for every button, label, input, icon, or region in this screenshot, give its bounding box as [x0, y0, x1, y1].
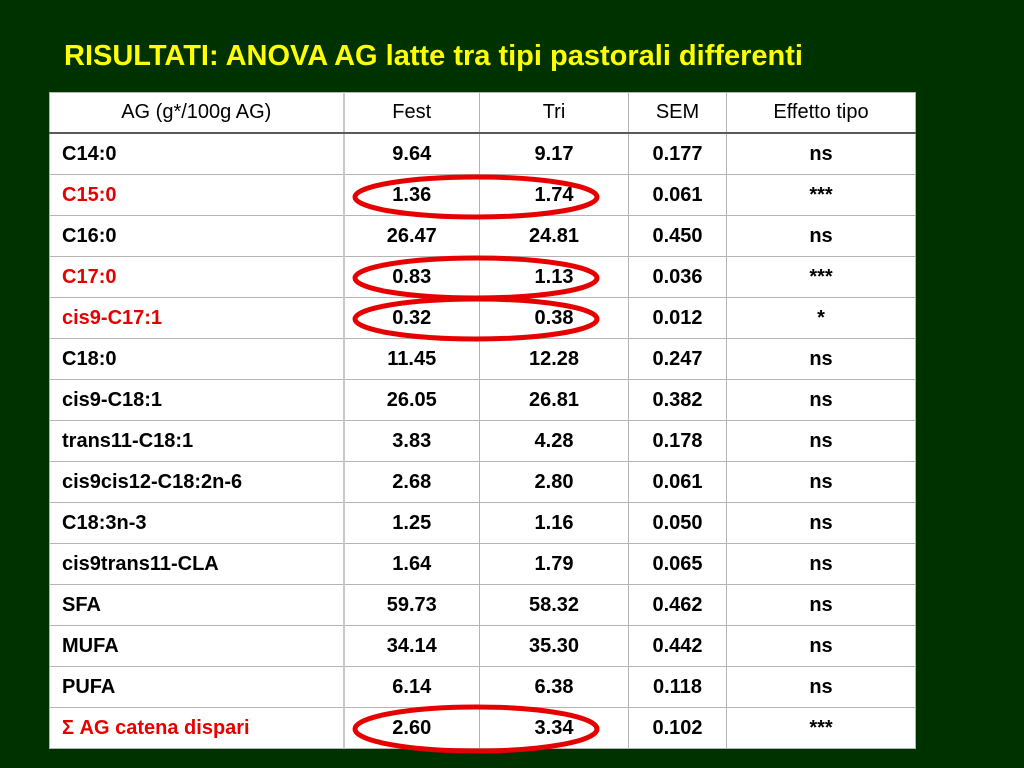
fatty-acid-cell: cis9-C18:1 [49, 379, 345, 421]
fatty-acid-cell: C14:0 [49, 132, 345, 175]
sem-value-cell: 0.061 [628, 461, 727, 503]
fest-value-cell: 1.36 [343, 174, 480, 216]
fest-value-cell: 3.83 [343, 420, 480, 462]
fest-value-cell: 0.32 [343, 297, 480, 339]
tri-value-cell: 1.13 [479, 256, 629, 298]
effect-value-cell: ns [726, 625, 916, 667]
fest-value-cell: 6.14 [343, 666, 480, 708]
fest-value-cell: 9.64 [343, 132, 480, 175]
tri-value-cell: 9.17 [479, 132, 629, 175]
table-body: C14:0 9.64 9.17 0.177 ns C15:0 1.36 1.74 0.061 **… [49, 132, 916, 749]
fatty-acid-cell: C17:0 [49, 256, 345, 298]
effect-value-cell: ns [726, 543, 916, 585]
fatty-acid-cell: cis9-C17:1 [49, 297, 345, 339]
table-row: SFA 59.73 58.32 0.462 ns [49, 584, 916, 626]
tri-value-cell: 4.28 [479, 420, 629, 462]
sem-value-cell: 0.442 [628, 625, 727, 667]
header-sem: SEM [628, 92, 727, 134]
fest-value-cell: 26.47 [343, 215, 480, 257]
table-row: trans11-C18:1 3.83 4.28 0.178 ns [49, 420, 916, 462]
sem-value-cell: 0.036 [628, 256, 727, 298]
header-fest: Fest [343, 92, 480, 134]
fest-value-cell: 1.25 [343, 502, 480, 544]
sem-value-cell: 0.118 [628, 666, 727, 708]
fatty-acid-cell: MUFA [49, 625, 345, 667]
fest-value-cell: 11.45 [343, 338, 480, 380]
effect-value-cell: * [726, 297, 916, 339]
table-row: C18:0 11.45 12.28 0.247 ns [49, 338, 916, 380]
sem-value-cell: 0.450 [628, 215, 727, 257]
fatty-acid-cell: PUFA [49, 666, 345, 708]
tri-value-cell: 58.32 [479, 584, 629, 626]
effect-value-cell: ns [726, 338, 916, 380]
table-row: MUFA 34.14 35.30 0.442 ns [49, 625, 916, 667]
table-row: cis9-C17:1 0.32 0.38 0.012 * [49, 297, 916, 339]
effect-value-cell: ns [726, 420, 916, 462]
header-tri: Tri [479, 92, 629, 134]
sem-value-cell: 0.177 [628, 132, 727, 175]
table-row: PUFA 6.14 6.38 0.118 ns [49, 666, 916, 708]
slide-title: RISULTATI: ANOVA AG latte tra tipi pasto… [64, 40, 803, 72]
effect-value-cell: ns [726, 461, 916, 503]
fatty-acid-cell: cis9trans11-CLA [49, 543, 345, 585]
fatty-acid-cell: Σ AG catena dispari [49, 707, 345, 749]
table-row: Σ AG catena dispari 2.60 3.34 0.102 *** [49, 707, 916, 749]
effect-value-cell: ns [726, 215, 916, 257]
table-row: C15:0 1.36 1.74 0.061 *** [49, 174, 916, 216]
sem-value-cell: 0.247 [628, 338, 727, 380]
sem-value-cell: 0.102 [628, 707, 727, 749]
effect-value-cell: ns [726, 666, 916, 708]
fest-value-cell: 0.83 [343, 256, 480, 298]
fest-value-cell: 59.73 [343, 584, 480, 626]
fatty-acid-cell: C18:0 [49, 338, 345, 380]
header-effect: Effetto tipo [726, 92, 916, 134]
sem-value-cell: 0.050 [628, 502, 727, 544]
tri-value-cell: 12.28 [479, 338, 629, 380]
table-row: C16:0 26.47 24.81 0.450 ns [49, 215, 916, 257]
tri-value-cell: 3.34 [479, 707, 629, 749]
effect-value-cell: ns [726, 502, 916, 544]
fest-value-cell: 2.60 [343, 707, 480, 749]
tri-value-cell: 26.81 [479, 379, 629, 421]
fatty-acid-cell: C18:3n-3 [49, 502, 345, 544]
table-row: cis9cis12-C18:2n-6 2.68 2.80 0.061 ns [49, 461, 916, 503]
tri-value-cell: 6.38 [479, 666, 629, 708]
fest-value-cell: 34.14 [343, 625, 480, 667]
fest-value-cell: 2.68 [343, 461, 480, 503]
tri-value-cell: 1.79 [479, 543, 629, 585]
table-row: C18:3n-3 1.25 1.16 0.050 ns [49, 502, 916, 544]
tri-value-cell: 24.81 [479, 215, 629, 257]
table-header-row: AG (g*/100g AG) Fest Tri SEM Effetto tip… [49, 92, 916, 134]
table-row: C17:0 0.83 1.13 0.036 *** [49, 256, 916, 298]
fatty-acid-cell: C15:0 [49, 174, 345, 216]
tri-value-cell: 35.30 [479, 625, 629, 667]
tri-value-cell: 0.38 [479, 297, 629, 339]
sem-value-cell: 0.012 [628, 297, 727, 339]
tri-value-cell: 1.74 [479, 174, 629, 216]
table-row: C14:0 9.64 9.17 0.177 ns [49, 132, 916, 175]
sem-value-cell: 0.178 [628, 420, 727, 462]
sem-value-cell: 0.065 [628, 543, 727, 585]
effect-value-cell: ns [726, 132, 916, 175]
fatty-acid-cell: trans11-C18:1 [49, 420, 345, 462]
effect-value-cell: *** [726, 256, 916, 298]
fatty-acid-cell: cis9cis12-C18:2n-6 [49, 461, 345, 503]
tri-value-cell: 1.16 [479, 502, 629, 544]
header-fatty-acid: AG (g*/100g AG) [49, 92, 345, 134]
effect-value-cell: *** [726, 174, 916, 216]
effect-value-cell: *** [726, 707, 916, 749]
tri-value-cell: 2.80 [479, 461, 629, 503]
effect-value-cell: ns [726, 379, 916, 421]
fest-value-cell: 1.64 [343, 543, 480, 585]
sem-value-cell: 0.382 [628, 379, 727, 421]
anova-results-table: AG (g*/100g AG) Fest Tri SEM Effetto tip… [49, 92, 916, 749]
table-row: cis9trans11-CLA 1.64 1.79 0.065 ns [49, 543, 916, 585]
effect-value-cell: ns [726, 584, 916, 626]
fest-value-cell: 26.05 [343, 379, 480, 421]
sem-value-cell: 0.462 [628, 584, 727, 626]
fatty-acid-cell: C16:0 [49, 215, 345, 257]
sem-value-cell: 0.061 [628, 174, 727, 216]
fatty-acid-cell: SFA [49, 584, 345, 626]
table-row: cis9-C18:1 26.05 26.81 0.382 ns [49, 379, 916, 421]
